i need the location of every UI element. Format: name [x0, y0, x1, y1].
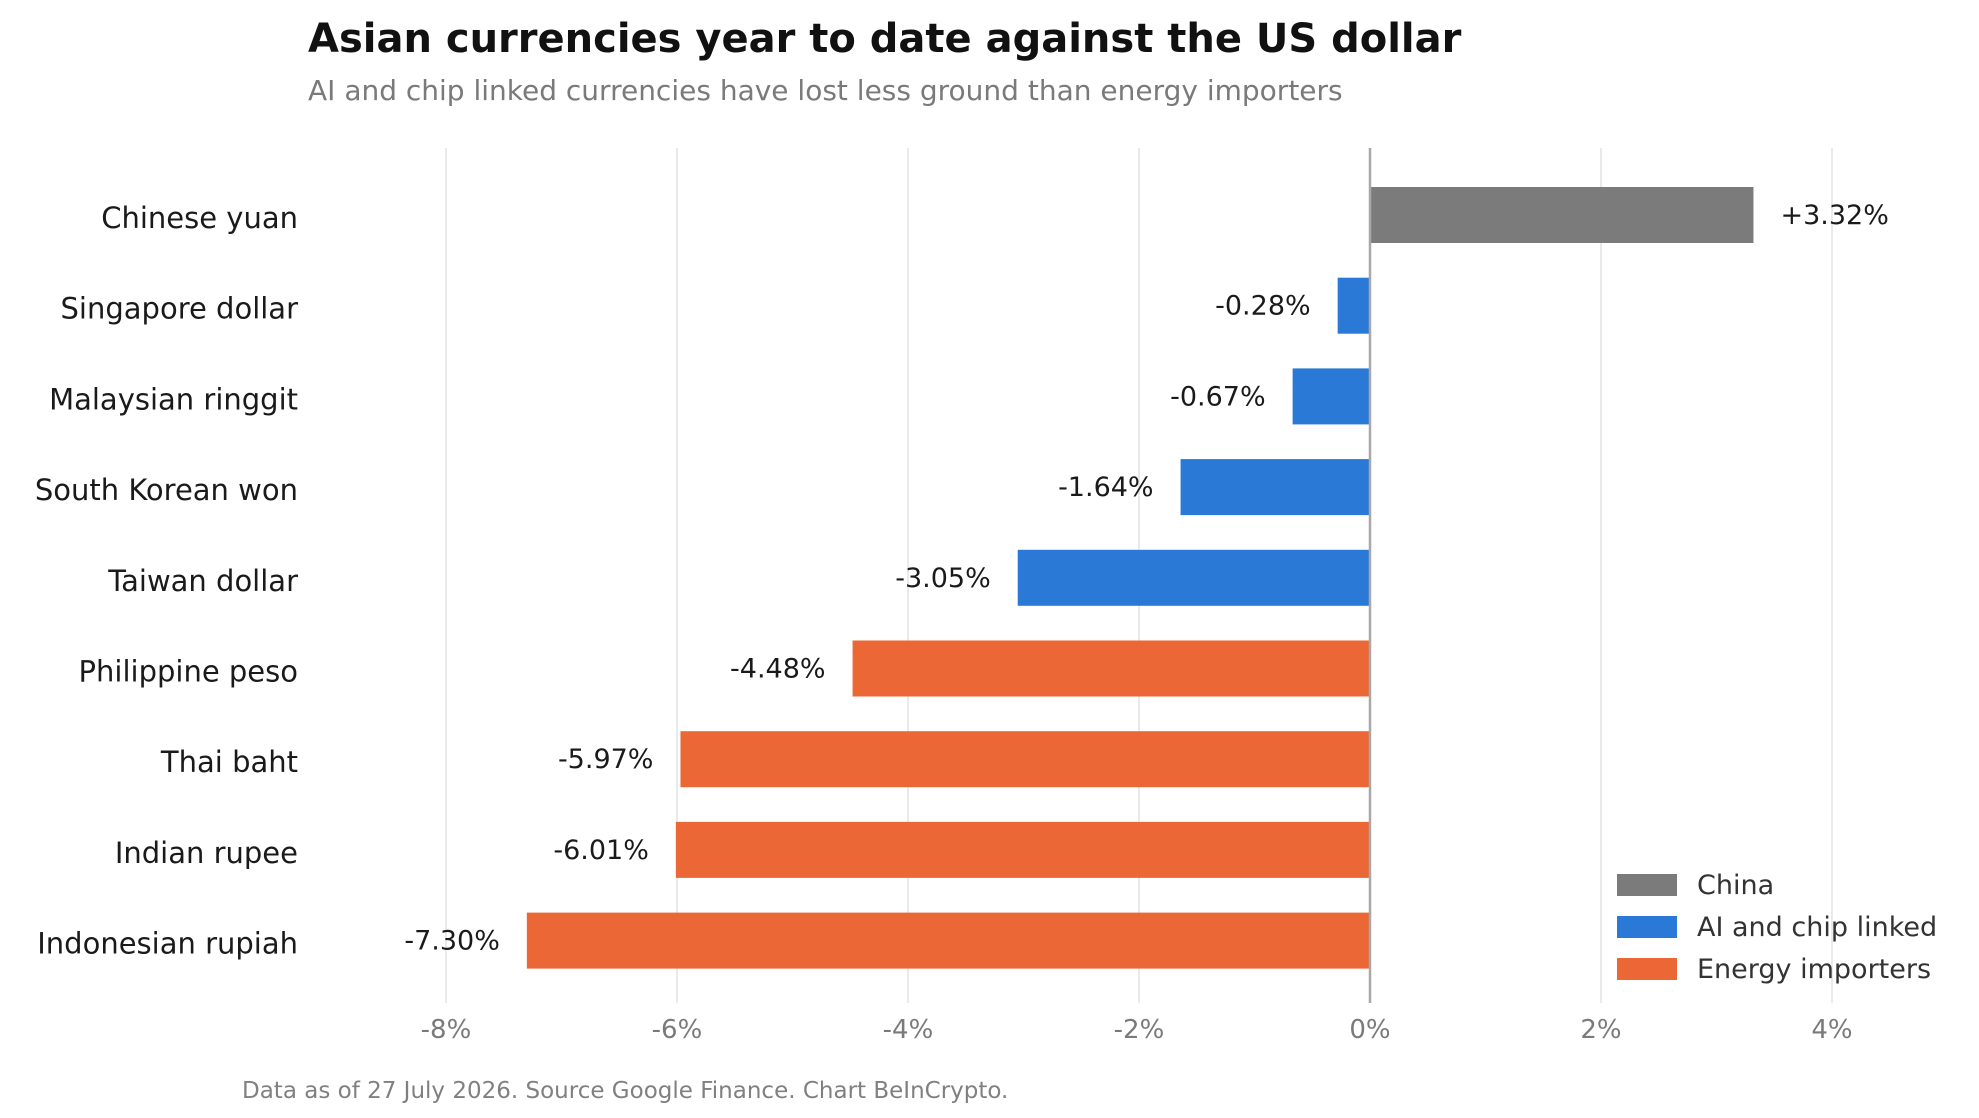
bar	[1337, 277, 1370, 334]
chart-subtitle: AI and chip linked currencies have lost …	[308, 74, 1343, 107]
value-label: -1.64%	[1058, 472, 1154, 503]
category-label: Thai baht	[160, 745, 298, 779]
chart-title: Asian currencies year to date against th…	[308, 16, 1462, 62]
legend-label: China	[1697, 870, 1774, 901]
bars	[526, 187, 1754, 969]
bar	[1370, 187, 1754, 243]
x-tick-label: -4%	[883, 1015, 934, 1045]
category-label: Chinese yuan	[101, 201, 298, 235]
legend-swatch	[1617, 874, 1677, 896]
bar	[1292, 368, 1370, 425]
bar	[1180, 459, 1370, 516]
category-label: Philippine peso	[79, 655, 298, 689]
value-label: +3.32%	[1780, 200, 1888, 231]
category-label: Indonesian rupiah	[37, 927, 298, 961]
value-label: -0.28%	[1215, 291, 1311, 322]
x-axis-ticks: -8% -6% -4% -2% 0% 2% 4%	[421, 1015, 1853, 1045]
chart-footer: Data as of 27 July 2026. Source Google F…	[242, 1078, 1008, 1104]
x-tick-label: -6%	[652, 1015, 703, 1045]
category-label: Singapore dollar	[61, 292, 299, 326]
legend: China AI and chip linked Energy importers	[1617, 870, 1937, 985]
value-label: -5.97%	[558, 744, 654, 775]
category-label: Malaysian ringgit	[49, 382, 298, 416]
bar	[680, 731, 1370, 788]
value-label: -3.05%	[895, 563, 991, 594]
legend-label: Energy importers	[1697, 954, 1931, 985]
value-label: -4.48%	[730, 654, 826, 685]
x-tick-label: 0%	[1349, 1015, 1390, 1045]
value-label: -0.67%	[1170, 381, 1266, 412]
category-label: Taiwan dollar	[107, 564, 298, 598]
legend-swatch	[1617, 916, 1677, 938]
legend-swatch	[1617, 958, 1677, 980]
x-tick-label: 4%	[1811, 1015, 1852, 1045]
bar	[852, 640, 1370, 697]
bar	[526, 912, 1370, 969]
legend-label: AI and chip linked	[1697, 912, 1937, 943]
value-label: -7.30%	[404, 926, 500, 957]
x-tick-label: 2%	[1580, 1015, 1621, 1045]
category-label: Indian rupee	[115, 836, 298, 870]
x-tick-label: -2%	[1114, 1015, 1165, 1045]
gridlines	[445, 148, 1833, 1003]
category-label: South Korean won	[35, 473, 298, 507]
value-label: -6.01%	[553, 835, 649, 866]
bar	[675, 821, 1370, 878]
bar	[1017, 549, 1370, 606]
category-labels: Chinese yuan Singapore dollar Malaysian ri…	[35, 201, 298, 961]
value-labels: +3.32% -0.28% -0.67% -1.64% -3.05% -4.48% -5.9…	[404, 200, 1889, 957]
x-tick-label: -8%	[421, 1015, 472, 1045]
